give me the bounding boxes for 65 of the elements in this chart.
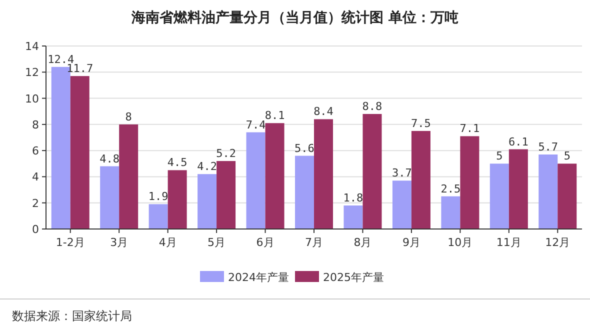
bar bbox=[148, 204, 168, 229]
bar bbox=[168, 170, 187, 229]
data-label: 8.1 bbox=[264, 109, 285, 122]
data-label: 1.8 bbox=[343, 191, 364, 204]
data-label: 7.4 bbox=[246, 118, 266, 132]
x-tick-label: 3月 bbox=[110, 236, 128, 249]
x-tick-label: 11月 bbox=[496, 236, 522, 249]
data-label: 7.5 bbox=[411, 116, 431, 130]
bar bbox=[538, 154, 558, 229]
chart-title: 海南省燃料油产量分月（当月值）统计图 单位：万吨 bbox=[130, 9, 458, 26]
data-label: 8.4 bbox=[314, 105, 334, 118]
data-label: 11.7 bbox=[66, 62, 94, 76]
y-tick-label: 4 bbox=[32, 170, 39, 184]
bar bbox=[344, 205, 363, 229]
x-tick-label: 6月 bbox=[256, 236, 274, 249]
source-note: 数据来源：国家统计局 bbox=[12, 309, 132, 323]
data-label: 7.1 bbox=[460, 122, 480, 136]
y-tick-label: 14 bbox=[25, 40, 39, 53]
bar bbox=[441, 196, 460, 229]
bar bbox=[460, 136, 480, 229]
data-label: 4.2 bbox=[197, 160, 217, 174]
bar bbox=[294, 156, 314, 229]
x-tick-label: 10月 bbox=[448, 236, 473, 249]
x-tick-label: 7月 bbox=[305, 236, 323, 249]
data-label: 4.8 bbox=[100, 152, 120, 166]
data-label: 5.7 bbox=[538, 140, 558, 154]
bar bbox=[265, 123, 284, 229]
y-tick-label: 10 bbox=[25, 92, 39, 106]
y-tick-label: 8 bbox=[32, 118, 39, 132]
x-tick-label: 12月 bbox=[545, 236, 570, 249]
data-label: 5 bbox=[564, 150, 570, 163]
x-tick-label: 5月 bbox=[208, 236, 226, 249]
x-tick-label: 9月 bbox=[402, 236, 420, 249]
bar bbox=[392, 180, 412, 229]
bar bbox=[508, 149, 528, 229]
data-label: 4.5 bbox=[167, 156, 188, 170]
bar bbox=[490, 164, 509, 229]
bar bbox=[70, 76, 90, 229]
y-tick-label: 0 bbox=[32, 223, 39, 236]
bar bbox=[314, 119, 334, 229]
data-label: 1.9 bbox=[148, 190, 168, 204]
bar bbox=[198, 174, 217, 229]
bar bbox=[246, 132, 266, 229]
y-tick-label: 2 bbox=[32, 196, 39, 210]
data-label: 3.7 bbox=[392, 166, 412, 180]
data-label: 8.8 bbox=[362, 100, 382, 113]
bar bbox=[100, 166, 120, 229]
bar bbox=[362, 114, 382, 229]
bar bbox=[119, 124, 138, 229]
y-tick-label: 6 bbox=[32, 144, 39, 158]
legend-label: 2024年产量 bbox=[228, 271, 289, 284]
y-tick-label: 12 bbox=[25, 66, 39, 80]
x-tick-label: 8月 bbox=[354, 236, 372, 249]
x-tick-label: 4月 bbox=[158, 236, 177, 249]
x-tick-label: 1-2月 bbox=[56, 236, 85, 249]
bar bbox=[216, 161, 236, 229]
data-label: 2.5 bbox=[440, 182, 461, 196]
data-label: 5 bbox=[496, 150, 503, 163]
bar bbox=[411, 130, 430, 229]
data-label: 8 bbox=[125, 110, 132, 124]
bar bbox=[558, 164, 577, 229]
data-label: 5.6 bbox=[294, 142, 314, 155]
legend-label: 2025年产量 bbox=[323, 271, 384, 284]
data-label: 6.1 bbox=[508, 135, 528, 148]
data-label: 5.2 bbox=[216, 147, 236, 160]
